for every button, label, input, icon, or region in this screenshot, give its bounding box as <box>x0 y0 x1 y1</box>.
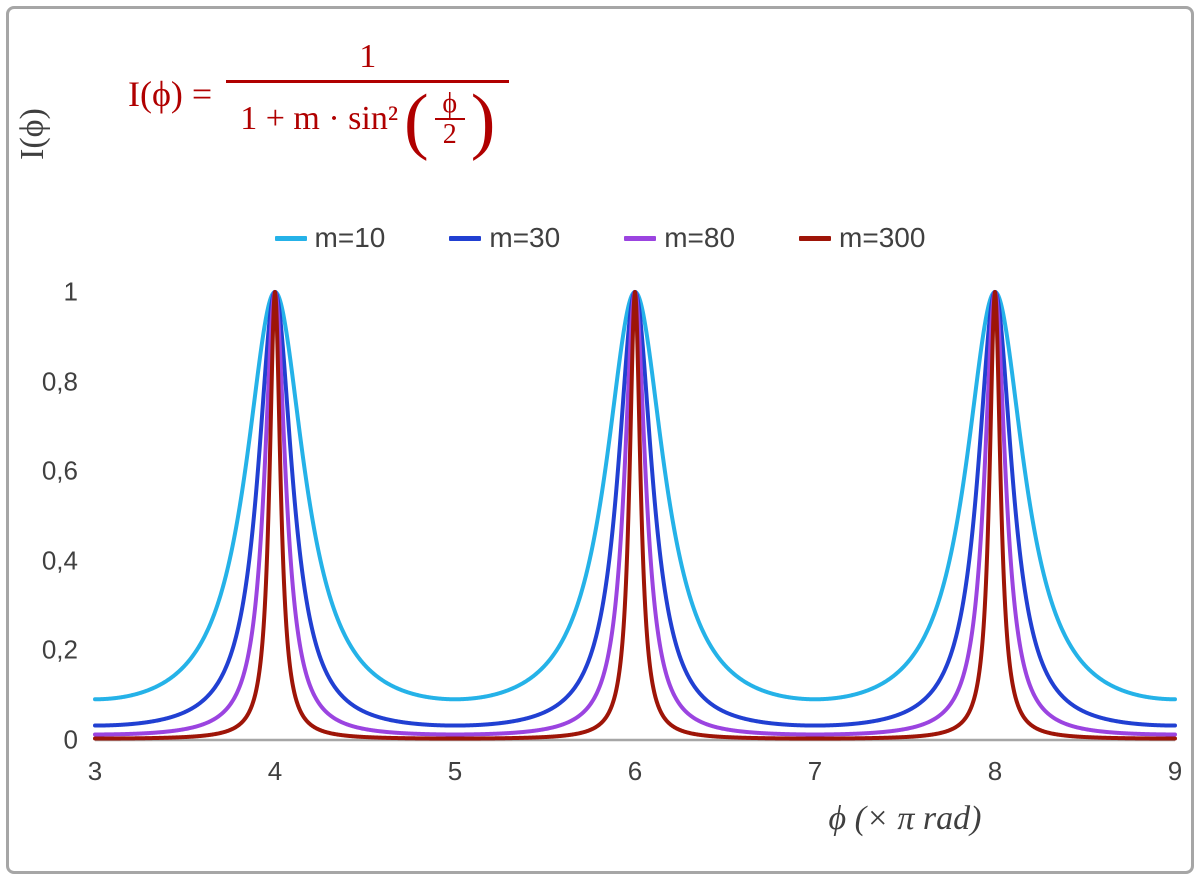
x-tick-label: 4 <box>267 756 283 786</box>
series-line-m=300 <box>93 290 1177 741</box>
formula-denominator: 1 + m · sin² ( ϕ 2 ) <box>226 80 510 158</box>
legend-label: m=30 <box>489 222 561 253</box>
x-tick-label: 5 <box>447 756 463 786</box>
x-tick-label: 7 <box>807 756 823 786</box>
y-axis-title: I(ϕ) <box>14 108 51 160</box>
inner-fraction: ϕ 2 <box>434 88 465 150</box>
series-line-m=30 <box>93 290 1177 728</box>
formula-annotation: I(ϕ) = 1 1 + m · sin² ( ϕ 2 ) <box>128 38 510 158</box>
inner-numerator: ϕ <box>442 88 458 119</box>
y-tick-label: 0,6 <box>41 455 78 486</box>
x-tick-label: 3 <box>87 756 103 786</box>
legend-item-m=300: m=300 <box>799 222 925 254</box>
y-tick-label: 1 <box>63 276 78 307</box>
legend-swatch <box>624 235 657 241</box>
inner-denominator: 2 <box>434 118 465 150</box>
formula-lhs: I(ϕ) = <box>128 73 213 114</box>
formula-numerator: 1 <box>359 38 377 75</box>
legend-item-m=10: m=10 <box>274 222 386 254</box>
legend-label: m=10 <box>314 222 386 253</box>
y-tick-label: 0 <box>63 724 78 755</box>
series-line-m=80 <box>93 290 1177 737</box>
legend-swatch <box>799 235 832 241</box>
legend-label: m=80 <box>664 222 736 253</box>
legend-item-m=30: m=30 <box>449 222 560 254</box>
x-tick-label: 8 <box>987 756 1003 786</box>
x-axis-title: ϕ (× π rad) <box>828 800 982 837</box>
x-tick-label: 6 <box>627 756 643 786</box>
legend-item-m=80: m=80 <box>624 222 735 254</box>
legend-label: m=300 <box>839 222 926 253</box>
legend: m=10 m=30 m=80 m=300 <box>0 222 1200 254</box>
x-tick-label: 9 <box>1167 756 1183 786</box>
legend-swatch <box>274 235 307 241</box>
y-tick-label: 0,8 <box>41 366 78 397</box>
legend-swatch <box>449 235 482 241</box>
formula-den-prefix: 1 + m · sin² <box>240 100 399 138</box>
y-tick-label: 0,2 <box>41 634 78 665</box>
formula-fraction: 1 1 + m · sin² ( ϕ 2 ) <box>226 38 510 158</box>
y-tick-label: 0,4 <box>41 545 78 576</box>
